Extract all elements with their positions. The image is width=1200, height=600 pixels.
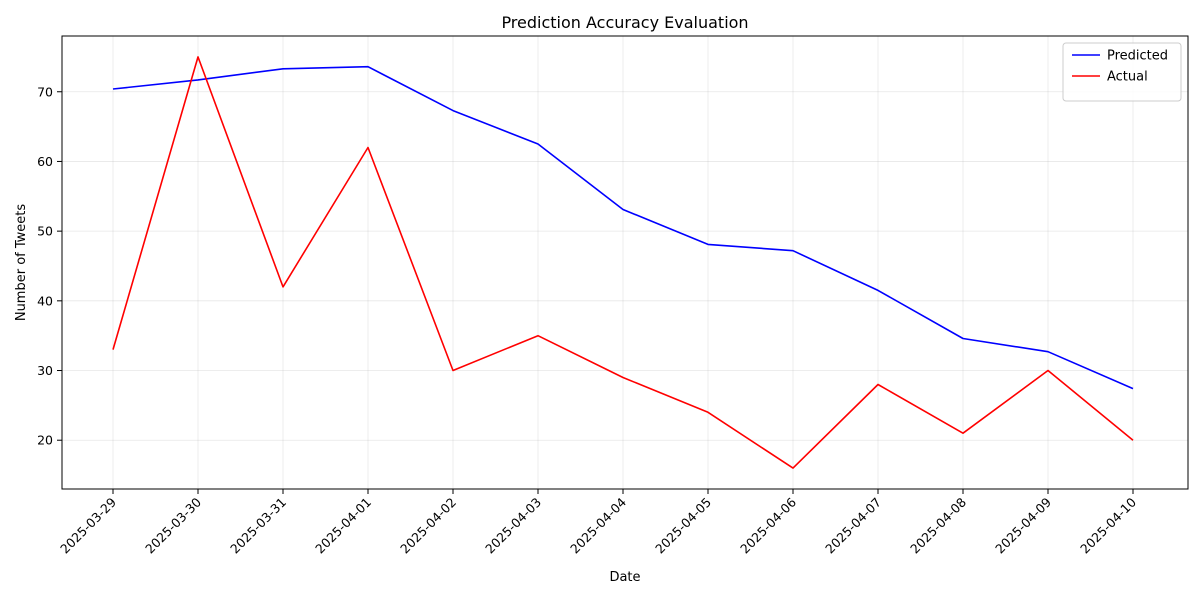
plot-frame <box>61 35 1189 490</box>
y-tick-label: 30 <box>37 363 53 378</box>
series-line-predicted <box>112 65 1134 390</box>
y-axis-title: Number of Tweets <box>14 204 29 322</box>
legend-label-predicted: Predicted <box>1107 49 1168 64</box>
y-tick-label: 20 <box>37 433 53 448</box>
y-tick-label: 70 <box>37 84 53 99</box>
chart-title: Prediction Accuracy Evaluation <box>501 13 748 32</box>
legend: Predicted Actual <box>1062 42 1182 102</box>
legend-items: Predicted Actual <box>1072 49 1168 85</box>
x-axis-title: Date <box>609 570 640 585</box>
grid <box>62 36 1188 489</box>
legend-box <box>1062 42 1182 102</box>
y-tick-label: 60 <box>37 154 53 169</box>
series-lines <box>112 56 1134 469</box>
series-line-actual <box>112 56 1134 469</box>
y-tick-label: 40 <box>37 293 53 308</box>
y-tick-label: 50 <box>37 224 53 239</box>
y-axis-ticks: 20 30 40 50 60 70 <box>37 84 62 448</box>
legend-label-actual: Actual <box>1107 70 1148 85</box>
